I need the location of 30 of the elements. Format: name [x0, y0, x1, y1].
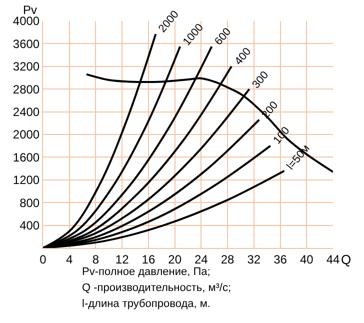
x-tick-label: 12: [115, 252, 130, 266]
y-tick-label: 2000: [12, 128, 40, 142]
x-tick-label: 16: [142, 252, 156, 266]
x-tick-label: 28: [220, 252, 235, 266]
text: Q -производительность, м³/с;: [82, 282, 232, 294]
x-tick-label: 40: [300, 252, 314, 266]
x-tick-label: 44: [326, 252, 340, 266]
y-tick-label: 4000: [12, 14, 40, 28]
x-tick-label: 24: [194, 252, 208, 266]
y-tick-label: 3200: [12, 60, 40, 74]
y-axis-title: Pv: [23, 3, 38, 17]
y-tick-label: 2800: [12, 82, 40, 96]
y-tick-label: 400: [20, 218, 40, 232]
text: 400: [232, 46, 254, 68]
y-tick-label: 1200: [12, 173, 40, 188]
y-tick-label: 2400: [12, 105, 40, 119]
text: Pv-полное давление, Па;: [82, 266, 210, 278]
x-tick-label: 36: [274, 252, 288, 266]
text: l-длина трубопровода, м.: [82, 298, 210, 310]
text: 600: [212, 26, 234, 48]
text: 300: [250, 69, 272, 91]
x-tick-label: 8: [92, 252, 100, 266]
y-tick-label: 800: [20, 196, 40, 210]
x-tick-label: 0: [40, 252, 47, 266]
x-tick-label: 20: [168, 252, 182, 266]
y-tick-label: 3600: [12, 36, 40, 51]
x-tick-label: 32: [247, 252, 261, 266]
y-tick-label: 1600: [12, 150, 40, 164]
x-tick-label: 4: [66, 252, 74, 266]
x-axis-title: Q: [341, 252, 352, 267]
